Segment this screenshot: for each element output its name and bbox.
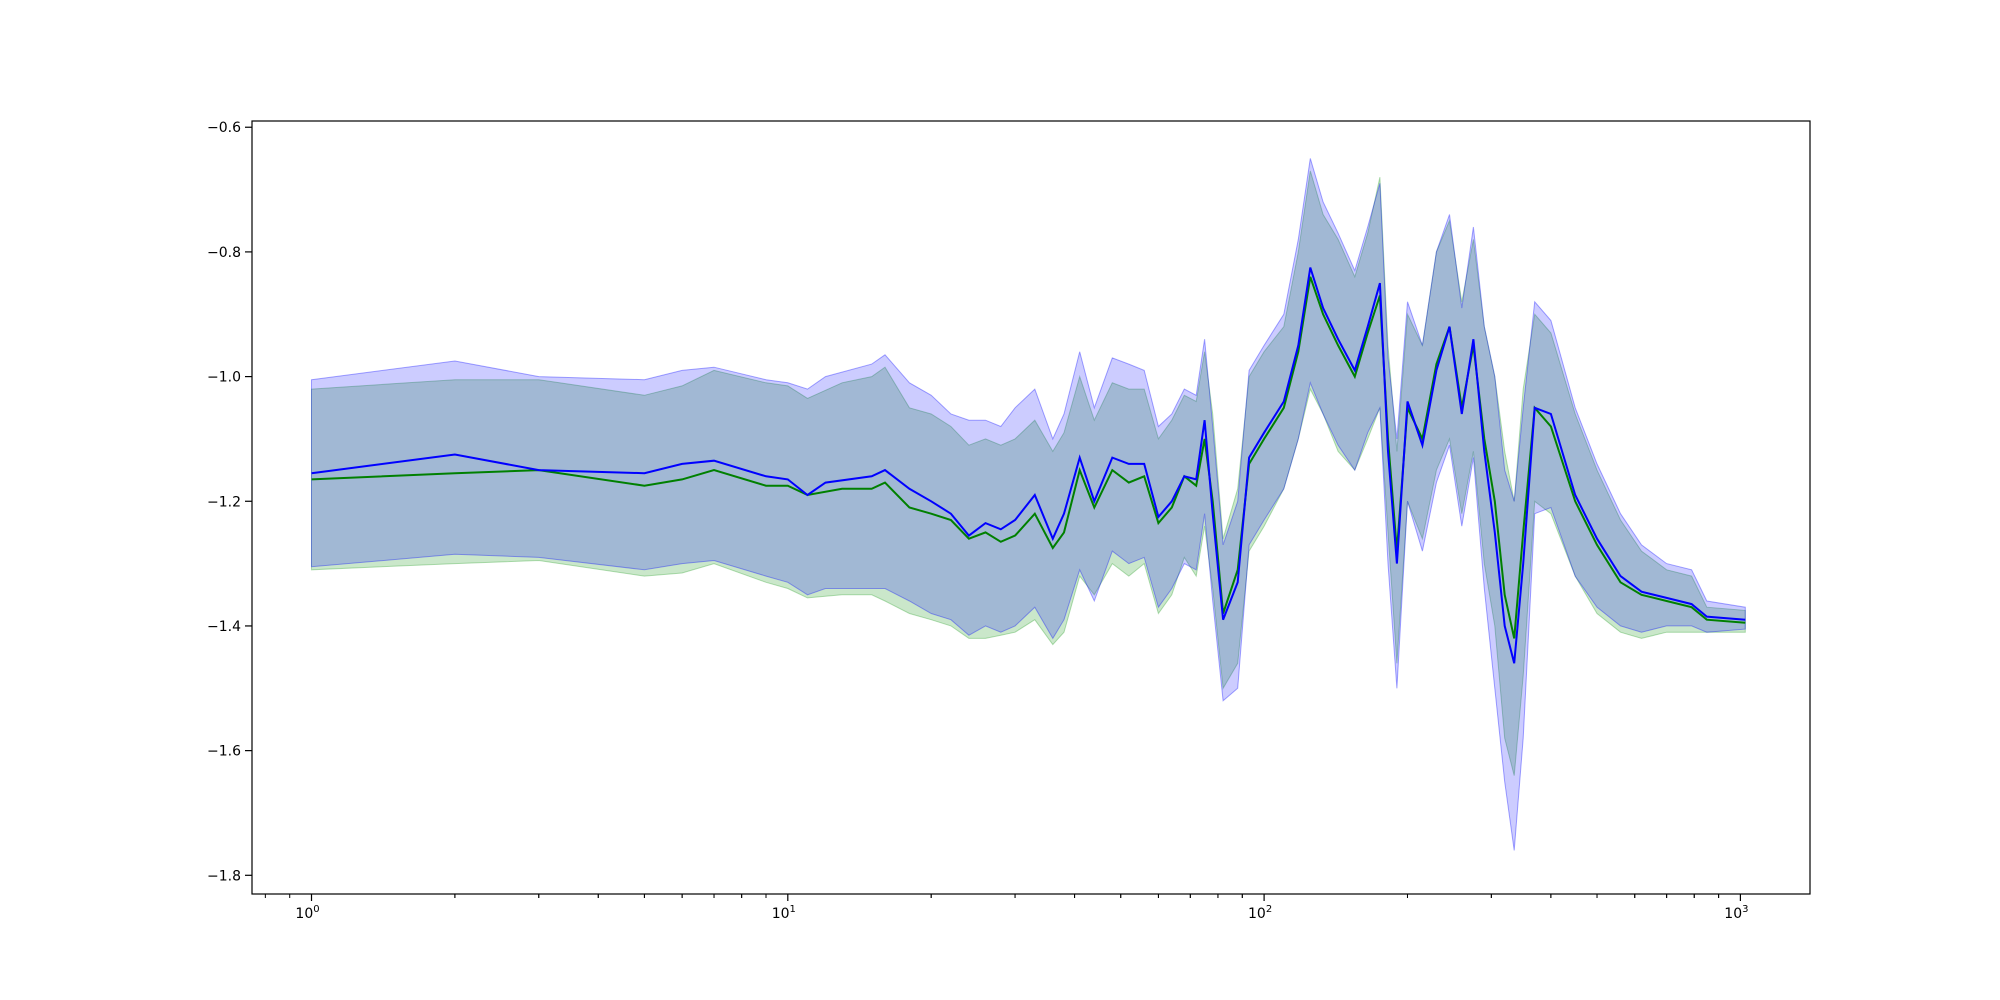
y-tick-label: −1.6 [207, 744, 241, 760]
series-lines [311, 267, 1746, 664]
y-tick-label: −1.2 [207, 494, 241, 510]
x-tick-label: 101 [772, 904, 796, 922]
x-tick-label: 102 [1248, 904, 1272, 922]
band-series-1 [311, 170, 1746, 776]
plot-frame [251, 120, 1811, 895]
line-series-1 [311, 276, 1746, 639]
y-tick-label: −1.8 [207, 868, 241, 884]
y-tick-label: −0.6 [207, 120, 241, 136]
y-tick-label: −0.8 [207, 245, 241, 261]
y-axis: −0.6 −0.8 −1.0 −1.2 −1.4 −1.6 −1.8 [207, 120, 252, 884]
x-tick-label: 100 [295, 904, 319, 922]
line-series-2 [311, 267, 1746, 664]
x-tick-label: 103 [1724, 904, 1748, 922]
y-tick-label: −1.4 [207, 619, 241, 635]
x-axis: 100 101 102 103 [264, 894, 1749, 922]
y-tick-label: −1.0 [207, 370, 241, 386]
